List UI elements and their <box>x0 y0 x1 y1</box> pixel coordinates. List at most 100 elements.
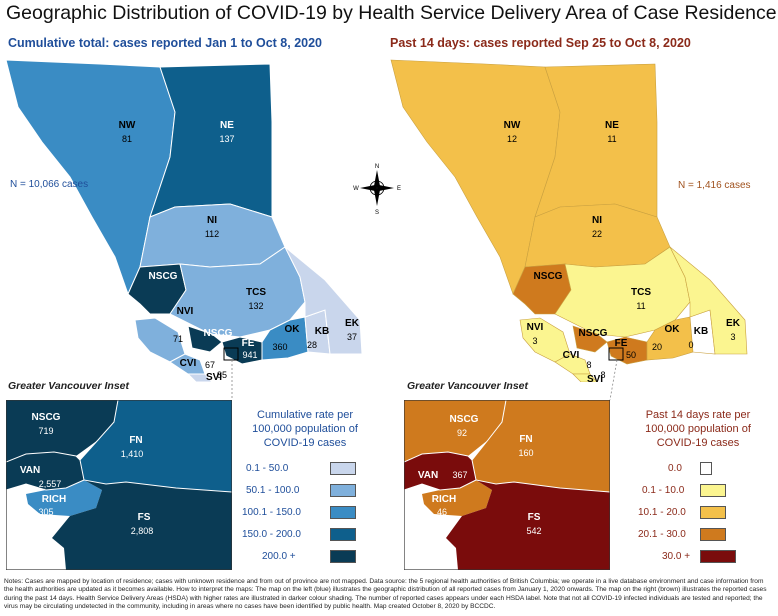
region-svi <box>186 373 213 382</box>
inset-label-van-value: 2,557 <box>39 479 62 489</box>
label-nvi-code: NVI <box>177 306 194 317</box>
label-fe-value: 941 <box>242 350 257 360</box>
inset-region-nscg <box>404 400 506 462</box>
label-ni-code: NI <box>207 215 217 226</box>
right-legend-label-0: 0.0 <box>668 463 682 474</box>
right-legend-title: Past 14 days rate per 100,000 population… <box>645 409 751 449</box>
inset-label-rich-value: 46 <box>437 507 447 517</box>
right-legend-label-2: 10.1 - 20.0 <box>638 507 686 518</box>
left-map-subtitle: Cumulative total: cases reported Jan 1 t… <box>8 36 323 50</box>
compass-north-arrow <box>374 170 380 188</box>
inset-region-nscg <box>6 400 118 462</box>
label-ek-code: EK <box>345 318 360 329</box>
label-kb-code: KB <box>315 326 329 337</box>
label-ne-code: NE <box>605 120 619 131</box>
left-legend-swatch-0 <box>330 462 356 475</box>
region-ek <box>284 246 363 355</box>
right-inset-title: Greater Vancouver Inset <box>407 380 528 392</box>
right-legend-swatch-2 <box>700 506 726 519</box>
right-legend-label-1: 0.1 - 10.0 <box>642 485 685 496</box>
left-inset-title: Greater Vancouver Inset <box>8 380 129 392</box>
inset-label-fs-code: FS <box>528 512 541 523</box>
label-svi-code: SVI <box>206 372 222 382</box>
inset-label-fs-value: 542 <box>526 526 541 536</box>
left-legend-label-4: 200.0 + <box>262 551 296 562</box>
label-ok-value: 360 <box>272 342 287 352</box>
label-ok-value: 20 <box>652 342 662 352</box>
region-cvi <box>554 353 591 375</box>
inset-label-van-code: VAN <box>20 465 40 476</box>
inset-region-rich <box>422 480 492 516</box>
left-legend-swatch-4 <box>330 550 356 563</box>
label-tcs-code: TCS <box>246 287 266 298</box>
right-legend-swatch-1 <box>700 484 726 497</box>
label-ek-code: EK <box>726 318 741 329</box>
inset-label-nscg-code: NSCG <box>32 412 61 423</box>
left-inset-map: NSCG 719 FN 1,410 VAN 2,557 RICH 305 FS … <box>6 400 232 570</box>
right-map-subtitle: Past 14 days: cases reported Sep 25 to O… <box>390 36 691 50</box>
inset-region-van <box>404 452 476 490</box>
inset-region-fs <box>446 480 610 570</box>
compass-e: E <box>397 186 401 192</box>
label-cvi-value: 67 <box>205 360 215 370</box>
label-nvi-value: 3 <box>532 336 537 346</box>
left-legend-label-2: 100.1 - 150.0 <box>242 507 301 518</box>
label-kb-value: 28 <box>307 340 317 350</box>
label-cvi-value: 8 <box>586 360 591 370</box>
left-legend-swatch-1 <box>330 484 356 497</box>
region-ok <box>646 316 694 361</box>
label-fe-code: FE <box>615 338 628 349</box>
right-total-count: N = 1,416 cases <box>678 180 751 191</box>
compass-east-arrow <box>377 185 394 191</box>
compass-s: S <box>375 210 379 216</box>
region-cvi <box>169 353 206 375</box>
compass-n: N <box>375 164 379 170</box>
label-nw-code: NW <box>119 120 136 131</box>
label-cvi-code: CVI <box>563 350 580 361</box>
label-svi-code: SVI <box>587 374 603 382</box>
label-ek-value: 3 <box>730 332 735 342</box>
label-kb-value: 0 <box>688 340 693 350</box>
label-tcs-value: 11 <box>636 301 645 311</box>
inset-label-van-value: 367 <box>452 470 467 480</box>
inset-label-nscg-value: 719 <box>38 426 53 436</box>
inset-label-van-code: VAN <box>418 470 438 481</box>
right-legend-label-4: 30.0 + <box>662 551 691 562</box>
inset-label-fn-value: 1,410 <box>121 449 144 459</box>
label-tcs-value: 132 <box>248 301 263 311</box>
footnotes: Notes: Cases are mapped by location of r… <box>4 578 767 611</box>
label-fe-value: 50 <box>626 350 636 360</box>
region-nscg-south <box>572 325 608 353</box>
inset-region-van <box>6 452 84 490</box>
label-ok-code: OK <box>665 324 681 335</box>
left-legend-label-0: 0.1 - 50.0 <box>246 463 289 474</box>
inset-region-rich <box>26 480 102 516</box>
label-nscg-code: NSCG <box>149 271 178 282</box>
label-ne-value: 137 <box>219 134 234 144</box>
label-tcs-code: TCS <box>631 287 651 298</box>
right-legend-label-3: 20.1 - 30.0 <box>638 529 686 540</box>
region-svi <box>572 373 598 382</box>
left-legend-swatch-3 <box>330 528 356 541</box>
left-legend-swatch-2 <box>330 506 356 519</box>
label-ni-code: NI <box>592 215 602 226</box>
inset-label-fs-value: 2,808 <box>131 526 154 536</box>
inset-label-fn-code: FN <box>129 435 142 446</box>
region-ek <box>669 246 748 355</box>
region-nscg-south <box>187 325 223 353</box>
inset-region-fn <box>472 400 610 492</box>
right-legend-swatch-3 <box>700 528 726 541</box>
inset-label-rich-value: 305 <box>38 507 53 517</box>
left-map: NW 81 NE 137 NI 112 NSCG TCS 132 NVI 71 … <box>5 59 363 382</box>
inset-label-rich-code: RICH <box>42 494 66 505</box>
left-legend-label-3: 150.0 - 200.0 <box>242 529 301 540</box>
inset-label-fs-code: FS <box>138 512 151 523</box>
inset-label-fn-code: FN <box>519 434 532 445</box>
label-nw-code: NW <box>504 120 521 131</box>
label-ne-value: 11 <box>607 134 616 144</box>
inset-label-fn-value: 160 <box>518 448 533 458</box>
label-nscg-south-code: NSCG <box>579 328 608 339</box>
inset-marker-box <box>223 347 239 361</box>
inset-region-fs <box>52 480 232 570</box>
label-ni-value: 22 <box>592 229 602 239</box>
